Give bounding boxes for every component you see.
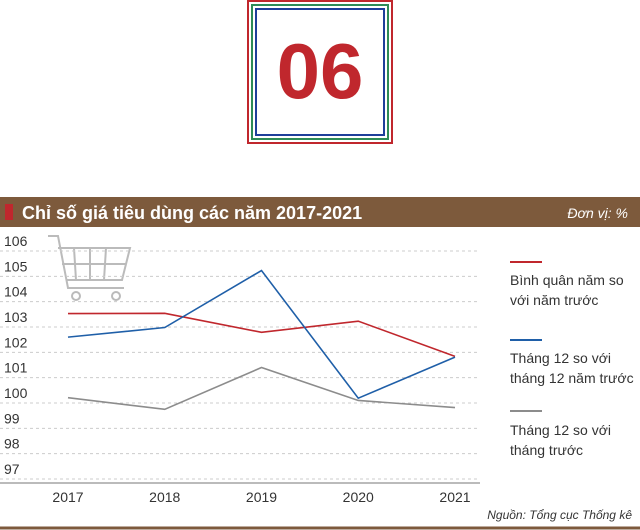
series-line — [67, 269, 456, 400]
legend-label: Tháng 12 so với tháng trước — [510, 422, 612, 458]
chart-title: Chỉ số giá tiêu dùng các năm 2017-2021 — [22, 203, 362, 223]
x-tick-label: 2020 — [343, 489, 374, 505]
cart-icon — [48, 235, 132, 301]
y-tick-label: 105 — [4, 258, 28, 274]
legend-label: Tháng 12 so với tháng 12 năm trước — [510, 350, 634, 386]
y-tick-label: 106 — [4, 233, 28, 249]
y-tick-label: 99 — [4, 410, 20, 426]
header-bar — [0, 197, 640, 227]
x-tick-label: 2019 — [246, 489, 277, 505]
y-tick-label: 100 — [4, 385, 28, 401]
y-tick-label: 103 — [4, 309, 28, 325]
series-line — [67, 312, 456, 358]
y-tick-label: 104 — [4, 284, 28, 300]
badge-frame — [247, 0, 393, 144]
source: Nguồn: Tổng cục Thống kê — [487, 508, 632, 522]
badge-number: 06 — [277, 27, 364, 115]
x-tick-label: 2018 — [149, 489, 180, 505]
header-accent — [5, 204, 13, 220]
x-tick-label: 2021 — [439, 489, 470, 505]
x-tick-label: 2017 — [52, 489, 83, 505]
unit-label: Đơn vị: % — [567, 205, 628, 221]
series-line — [67, 366, 456, 411]
y-tick-label: 98 — [4, 436, 20, 452]
y-tick-label: 102 — [4, 334, 28, 350]
badge-frame — [255, 8, 385, 136]
legend-label: Bình quân năm so với năm trước — [510, 272, 624, 308]
badge-frame — [251, 4, 389, 140]
y-tick-label: 97 — [4, 461, 20, 477]
y-tick-label: 101 — [4, 360, 28, 376]
